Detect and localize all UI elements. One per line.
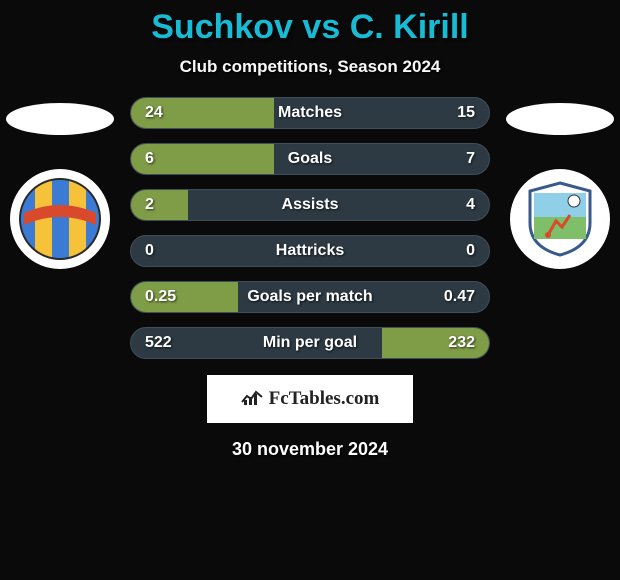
- stat-value-left: 522: [145, 334, 172, 352]
- root: Suchkov vs C. Kirill Club competitions, …: [0, 0, 620, 580]
- stat-label: Matches: [278, 104, 342, 122]
- left-team-badge: [10, 169, 110, 269]
- naftan-badge-icon: [18, 177, 102, 261]
- left-side: [0, 97, 120, 269]
- stat-value-left: 6: [145, 150, 154, 168]
- vs-separator: vs: [302, 8, 340, 46]
- stat-label: Hattricks: [276, 242, 344, 260]
- slutsk-badge-icon: [518, 177, 602, 261]
- player-b-name: C. Kirill: [350, 8, 469, 46]
- stat-label: Goals per match: [247, 288, 372, 306]
- right-ellipse: [506, 103, 614, 135]
- stat-row: 0 0 Hattricks: [130, 235, 490, 267]
- stat-row: 522 232 Min per goal: [130, 327, 490, 359]
- footer-date: 30 november 2024: [232, 439, 388, 460]
- stat-value-left: 0.25: [145, 288, 176, 306]
- stat-value-left: 24: [145, 104, 163, 122]
- stat-label: Assists: [282, 196, 339, 214]
- main-area: 2415Matches67Goals24Assists00Hattricks0.…: [0, 97, 620, 359]
- stat-value-right: 15: [457, 104, 475, 122]
- page-title: Suchkov vs C. Kirill: [151, 8, 468, 47]
- footer-site-text: FcTables.com: [269, 388, 380, 410]
- stat-row: 0.25 0.47 Goals per match: [130, 281, 490, 313]
- stat-label: Min per goal: [263, 334, 357, 352]
- stat-row: 2 4 Assists: [130, 189, 490, 221]
- stat-value-right: 4: [466, 196, 475, 214]
- stat-label: Goals: [288, 150, 332, 168]
- right-team-badge: [510, 169, 610, 269]
- left-ellipse: [6, 103, 114, 135]
- subtitle: Club competitions, Season 2024: [180, 57, 441, 77]
- right-side: [500, 97, 620, 269]
- stat-value-right: 0.47: [444, 288, 475, 306]
- stat-fill-left: [131, 190, 188, 220]
- stats-column: 2415Matches67Goals24Assists00Hattricks0.…: [120, 97, 500, 359]
- stat-value-right: 7: [466, 150, 475, 168]
- stat-row: 24 15 Matches: [130, 97, 490, 129]
- chart-icon: [241, 388, 263, 411]
- stat-value-right: 0: [466, 242, 475, 260]
- stat-value-left: 2: [145, 196, 154, 214]
- stat-value-left: 0: [145, 242, 154, 260]
- footer-site-badge[interactable]: FcTables.com: [207, 375, 413, 423]
- stat-value-right: 232: [448, 334, 475, 352]
- player-a-name: Suchkov: [151, 8, 293, 46]
- stat-row: 6 7 Goals: [130, 143, 490, 175]
